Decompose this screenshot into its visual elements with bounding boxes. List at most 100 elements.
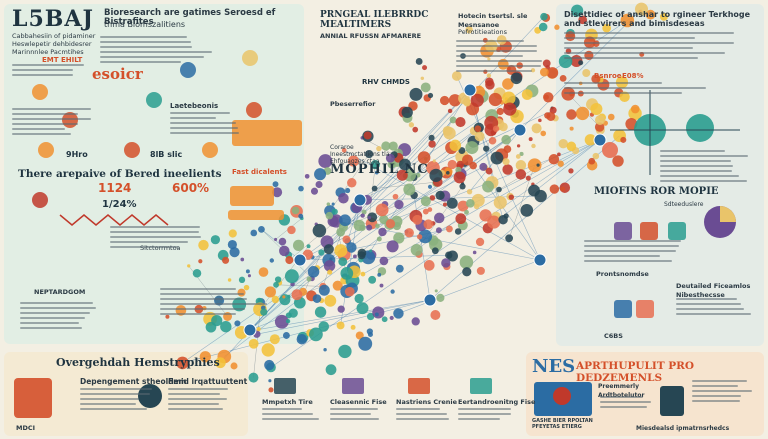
icon-tile — [668, 222, 686, 240]
network-hub — [243, 323, 257, 337]
network-hub — [293, 253, 307, 267]
book-caption: GASHE BIER RPOLTAN PFEYETAS ETIERG — [532, 418, 593, 430]
network-node — [374, 170, 379, 175]
network-node — [434, 212, 445, 224]
network-node — [435, 190, 445, 201]
network-node — [536, 163, 540, 167]
network-hub — [423, 293, 437, 307]
text-line — [110, 231, 199, 233]
alt-label: Laetebeonis — [170, 102, 219, 110]
text-line — [660, 155, 748, 157]
network-node — [455, 213, 467, 225]
caption-a: Sitctorrmtoa — [140, 244, 181, 252]
text-line — [80, 388, 152, 390]
network-node — [465, 26, 473, 34]
network-node — [292, 239, 305, 251]
network-node — [315, 181, 323, 189]
network-node — [273, 281, 279, 288]
network-node — [449, 139, 462, 152]
network-node — [485, 80, 495, 90]
network-node — [376, 146, 382, 152]
network-node — [381, 316, 388, 323]
left-subheader: thma Biomszalitiens — [104, 20, 186, 29]
text-line — [456, 50, 537, 52]
text-line — [100, 56, 204, 58]
network-node — [582, 68, 591, 77]
network-node — [476, 266, 485, 275]
network-node — [309, 327, 323, 342]
text-line — [692, 390, 752, 392]
network-node — [392, 193, 399, 200]
network-node — [559, 74, 567, 82]
network-node — [393, 232, 405, 244]
network-node — [409, 87, 423, 101]
bottom-right-letters: NES — [532, 356, 576, 377]
text-line — [20, 327, 82, 329]
network-hub — [533, 253, 547, 267]
network-node — [634, 2, 648, 16]
network-node — [198, 259, 203, 264]
text-line — [564, 87, 706, 89]
network-node — [420, 82, 431, 93]
text-line — [262, 413, 313, 415]
network-node — [434, 289, 438, 293]
network-node — [369, 249, 373, 253]
text-line — [600, 401, 651, 403]
network-node — [446, 171, 450, 175]
bottom-left-heading: Depengement stheoldem — [80, 377, 187, 386]
text-line — [20, 302, 93, 304]
molecule-icon — [32, 84, 48, 100]
card-title-2: Cleasennic Fise — [330, 398, 387, 406]
network-hub — [513, 123, 527, 137]
text-line — [396, 413, 447, 415]
network-node — [516, 144, 521, 148]
network-node — [540, 12, 548, 21]
network-node — [429, 195, 436, 201]
bottom-right-bottom-label: Miesdealsd ipmatrnsrhedcs — [636, 425, 730, 432]
network-node — [365, 149, 374, 159]
network-node — [463, 99, 471, 107]
text-line — [660, 160, 731, 162]
text-line — [100, 51, 212, 53]
network-node — [464, 209, 469, 215]
network-node — [248, 338, 259, 349]
network-node — [332, 280, 343, 291]
network-node — [229, 247, 240, 258]
network-node — [288, 308, 298, 318]
text-line — [660, 170, 732, 172]
network-node — [447, 159, 457, 170]
center-right-title: Hotecin tsertsl. sle Mesnsanoe — [458, 12, 528, 29]
network-node — [342, 235, 351, 244]
stat-1: 1124 — [98, 181, 132, 195]
network-link — [519, 8, 642, 131]
network-node — [538, 22, 548, 32]
text-line — [80, 393, 150, 395]
text-line — [458, 418, 500, 420]
apple-icon — [553, 387, 571, 405]
network-node — [376, 236, 382, 242]
network-node — [546, 67, 559, 79]
network-node — [503, 102, 517, 116]
network-node — [278, 237, 287, 246]
network-node — [375, 223, 380, 229]
network-node — [393, 308, 404, 319]
text-line — [20, 322, 79, 324]
diagram-node — [686, 114, 714, 142]
center-subtitle: ANNIAL RFUSSN AFMARERE — [320, 32, 422, 40]
text-line — [170, 122, 236, 124]
network-hub — [353, 193, 367, 207]
network-node — [323, 260, 336, 272]
network-node — [519, 151, 524, 157]
text-line — [170, 127, 238, 129]
molecule-icon — [242, 50, 258, 66]
network-node — [594, 122, 605, 132]
text-line — [396, 408, 440, 410]
network-node — [451, 71, 462, 81]
bottom-left-title: Overgehdah Hemstryphies — [56, 356, 220, 369]
icon-tile — [640, 222, 658, 240]
network-link — [377, 129, 521, 227]
text-line — [660, 180, 747, 182]
network-node — [404, 228, 414, 238]
network-node — [422, 208, 429, 215]
